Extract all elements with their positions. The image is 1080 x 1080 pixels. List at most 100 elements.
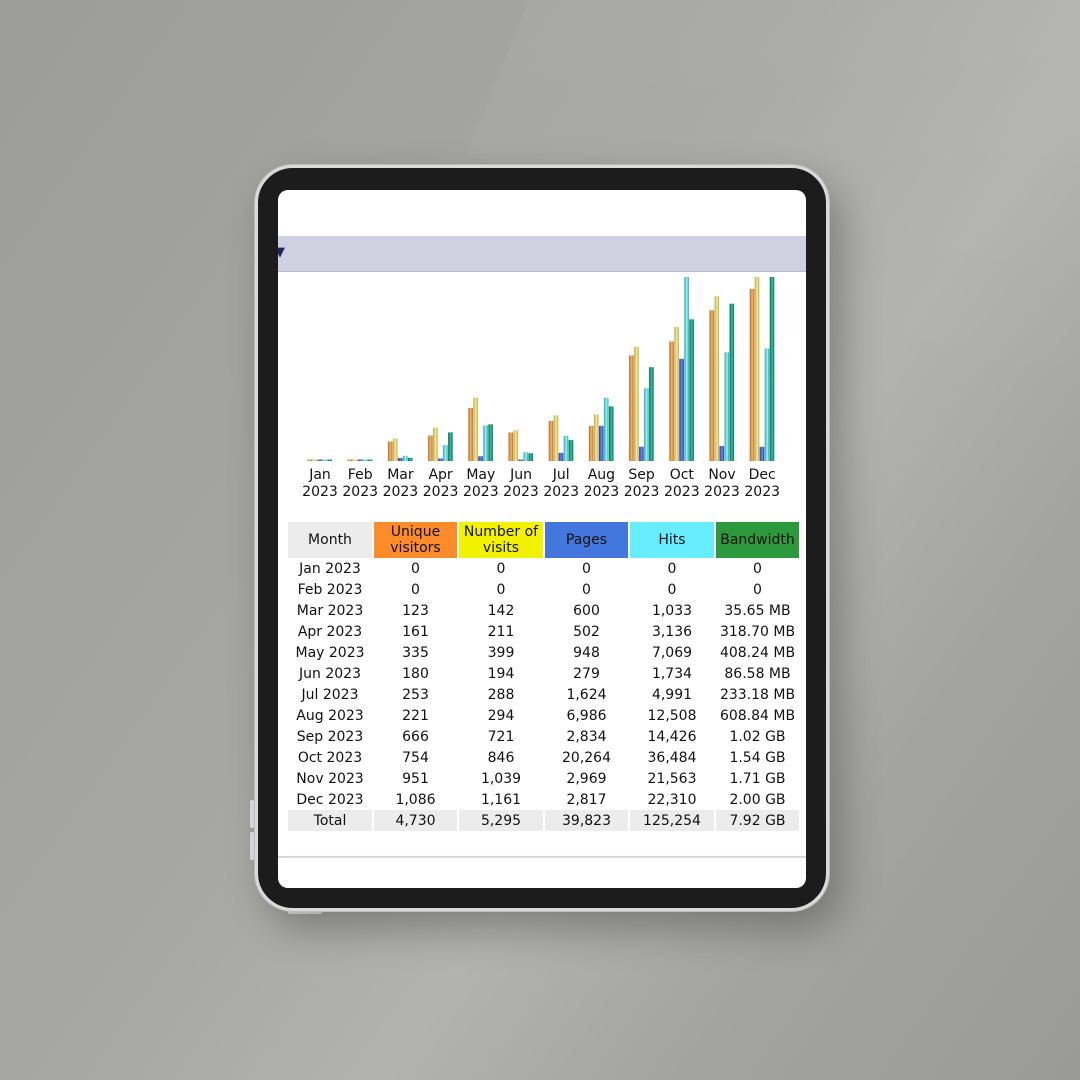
x-tick-month: Jun: [509, 467, 532, 483]
table-row: Sep 2023 666 721 2,834 14,426 1.02 GB: [288, 726, 799, 747]
bar-unique: [347, 459, 353, 461]
cell-hits: 14,426: [647, 728, 697, 745]
cell-month: Jul 2023: [301, 686, 359, 703]
visits-header-line2: visits: [482, 540, 520, 556]
x-tick-month: Dec: [749, 467, 776, 483]
cell-bandwidth: 0: [753, 560, 762, 577]
cell-unique: 0: [411, 581, 420, 598]
cell-hits: 4,991: [651, 686, 693, 703]
bar-visits: [473, 397, 478, 461]
chart-bars: [307, 277, 775, 461]
cell-visits: 294: [487, 707, 515, 724]
x-tick-year: 2023: [543, 484, 579, 500]
cell-pages: 2,817: [566, 791, 607, 808]
cell-visits: 194: [487, 665, 515, 682]
tablet-screen: ▼ Jan 2023 Feb 2023 Mar 2023 Apr 2023 May 2023 Jun…: [278, 190, 806, 888]
x-tick-year: 2023: [342, 484, 378, 500]
bar-pages: [478, 456, 483, 461]
bar-hits: [443, 445, 448, 461]
cell-pages: 2,969: [566, 770, 607, 787]
cell-month: Feb 2023: [297, 581, 363, 598]
cell-bandwidth: 318.70 MB: [719, 623, 796, 640]
tablet-volume-button: [250, 832, 256, 860]
bar-unique: [468, 407, 473, 461]
bar-unique: [508, 432, 514, 461]
table-row: May 2023 335 399 948 7,069 408.24 MB: [288, 642, 799, 663]
table-row: Nov 2023 951 1,039 2,969 21,563 1.71 GB: [288, 768, 799, 789]
x-tick-year: 2023: [463, 484, 499, 500]
cell-visits: 288: [487, 686, 515, 703]
cell-month: Mar 2023: [296, 602, 364, 619]
bar-unique: [548, 420, 554, 461]
x-tick-year: 2023: [624, 484, 660, 500]
x-tick-year: 2023: [584, 484, 620, 500]
bar-pages: [357, 459, 363, 461]
bar-hits: [362, 459, 368, 461]
cell-unique: 1,086: [395, 791, 436, 808]
cell-visits: 1,161: [480, 791, 522, 808]
bar-pages: [639, 446, 644, 461]
total-visits: 5,295: [459, 810, 543, 831]
total-label: Total: [288, 810, 372, 831]
month-header: Month: [288, 522, 372, 558]
bar-bandwidth_gb: [448, 432, 453, 461]
bar-unique: [669, 341, 674, 461]
cell-hits: 3,136: [651, 623, 693, 640]
bar-visits: [352, 459, 358, 461]
bar-visits: [392, 438, 398, 461]
bar-pages: [317, 459, 323, 461]
cell-bandwidth: 1.71 GB: [729, 770, 786, 787]
cell-unique: 161: [402, 623, 429, 640]
bar-hits: [523, 452, 529, 461]
monthly-stats-table: Month Unique visitors Number of visits P…: [286, 522, 801, 831]
x-tick-year: 2023: [704, 484, 740, 500]
bar-hits: [724, 352, 730, 461]
bar-bandwidth_gb: [649, 367, 654, 461]
cell-pages: 20,264: [562, 749, 611, 766]
cell-unique: 951: [402, 770, 429, 787]
cell-pages: 502: [573, 623, 600, 640]
unique-header-line2: visitors: [390, 540, 441, 556]
cell-hits: 7,069: [651, 644, 693, 661]
cell-pages: 1,624: [566, 686, 607, 703]
x-tick-year: 2023: [664, 484, 700, 500]
cell-visits: 846: [487, 749, 515, 766]
cell-hits: 22,310: [647, 791, 697, 808]
total-row: Total 4,730 5,295 39,823 125,254 7.92 GB: [288, 810, 799, 831]
bar-visits: [513, 430, 519, 461]
bar-hits: [322, 459, 328, 461]
bar-pages: [719, 446, 725, 461]
cell-unique: 754: [402, 749, 429, 766]
bar-bandwidth_gb: [769, 277, 775, 461]
bar-bandwidth_gb: [367, 459, 373, 461]
x-tick-year: 2023: [302, 484, 338, 500]
x-tick-year: 2023: [744, 484, 780, 500]
cell-unique: 123: [402, 602, 429, 619]
total-unique: 4,730: [374, 810, 457, 831]
bar-visits: [312, 459, 318, 461]
cell-pages: 0: [582, 581, 591, 598]
x-tick-month: Aug: [588, 467, 615, 483]
table-row: Aug 2023 221 294 6,986 12,508 608.84 MB: [288, 705, 799, 726]
cell-bandwidth: 0: [753, 581, 762, 598]
cell-month: May 2023: [295, 644, 365, 661]
table-row: Apr 2023 161 211 502 3,136 318.70 MB: [288, 621, 799, 642]
cell-bandwidth: 1.02 GB: [729, 728, 786, 745]
bar-hits: [764, 348, 770, 461]
pages-header: Pages: [545, 522, 628, 558]
cell-month: Aug 2023: [296, 707, 364, 724]
hits-header: Hits: [630, 522, 714, 558]
monthly-history-chart: Jan2023Feb2023Mar2023Apr2023May2023Jun20…: [302, 277, 780, 500]
x-tick-month: Jul: [552, 467, 570, 483]
stats-table-body: Jan 2023 0 0 0 0 0 Feb 2023 0 0 0 0 0 Mar 2023 123 142…: [288, 558, 799, 831]
bar-visits: [433, 427, 438, 461]
cell-hits: 36,484: [647, 749, 697, 766]
x-tick-year: 2023: [383, 484, 419, 500]
cell-pages: 6,986: [566, 707, 607, 724]
tablet-power-button: [288, 909, 322, 914]
cell-hits: 0: [667, 581, 677, 598]
cell-unique: 253: [402, 686, 429, 703]
bar-bandwidth_gb: [568, 440, 574, 461]
x-tick-month: Apr: [428, 467, 452, 483]
bar-hits: [644, 388, 649, 461]
